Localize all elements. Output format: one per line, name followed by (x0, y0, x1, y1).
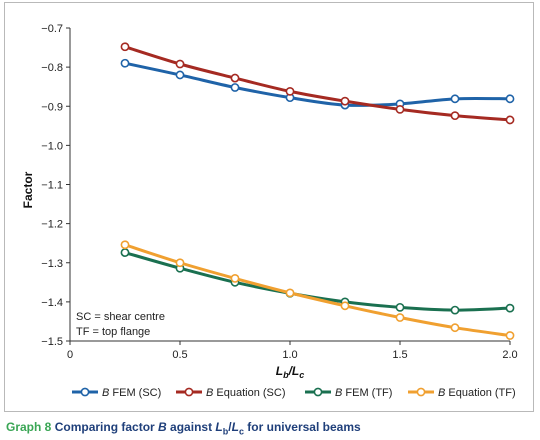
legend-item-4: B Equation (TF) (408, 387, 516, 399)
x-axis-title: Lb/Lc (276, 364, 305, 380)
y-axis-title: Factor (21, 171, 35, 208)
x-tick-label: 2.0 (502, 349, 517, 361)
data-point (120, 42, 130, 52)
legend-item-1: B FEM (SC) (72, 387, 161, 399)
data-point (340, 96, 350, 106)
legend-label-text: FEM (SC) (109, 387, 161, 399)
y-tick-label: −1.3 (41, 258, 63, 270)
caption-lead: Graph 8 (6, 420, 52, 434)
axes: −0.7 −0.8 −0.9 −1.0 −1.1 −1.2 −1.3 −1.4 −1.5 0 0.5… (41, 23, 517, 361)
data-point (120, 58, 130, 68)
x-tick-label: 1.0 (282, 349, 297, 361)
data-point (505, 94, 515, 104)
legend-label-factor: B (206, 387, 213, 399)
data-point (395, 302, 405, 312)
figure-caption: Graph 8 Comparing factor B against Lb/Lc… (6, 420, 536, 436)
caption-text-3: for universal beams (243, 420, 361, 434)
data-point (450, 323, 460, 333)
legend-swatch-marker (184, 387, 194, 397)
annotation-sc: SC = shear centre (76, 311, 165, 323)
legend-label-factor: B (335, 387, 342, 399)
caption-ratio-sep: / (228, 420, 232, 434)
legend-label: B FEM (TF) (335, 387, 392, 399)
legend-label-factor: B (438, 387, 445, 399)
series-line (124, 251, 511, 312)
data-point (285, 86, 295, 96)
caption-factor: B (158, 420, 167, 434)
y-tick-label: −1.1 (41, 180, 63, 192)
x-title-l1: L (276, 364, 283, 378)
data-point (340, 301, 350, 311)
data-point (505, 303, 515, 313)
data-point (505, 115, 515, 125)
y-tick-label: −1.5 (41, 336, 63, 348)
data-point (175, 258, 185, 268)
legend-swatch-marker (416, 387, 426, 397)
y-tick-label: −1.0 (41, 140, 63, 152)
legend-label-text: FEM (TF) (342, 387, 392, 399)
legend-swatch-marker (80, 387, 90, 397)
data-point (450, 305, 460, 315)
series-layer (120, 42, 515, 340)
x-title-sub1: b (283, 370, 289, 380)
legend-label: B FEM (SC) (102, 387, 161, 399)
data-point (285, 288, 295, 298)
data-point (450, 94, 460, 104)
caption-text-1: Comparing factor (51, 420, 159, 434)
series-line (124, 61, 511, 107)
data-point (230, 273, 240, 283)
data-point (395, 313, 405, 322)
annotations: SC = shear centre TF = top flange (76, 311, 165, 338)
x-tick-label: 1.5 (392, 349, 407, 361)
caption-ratio-sub1: b (222, 426, 229, 437)
y-tick-label: −1.4 (41, 297, 63, 309)
x-tick-label: 0.5 (172, 349, 187, 361)
legend-item-2: B Equation (SC) (176, 387, 286, 399)
y-tick-label: −0.7 (41, 23, 63, 35)
legend-item-3: B FEM (TF) (305, 387, 392, 399)
series-4 (120, 240, 515, 340)
caption-ratio-l1: L (215, 420, 223, 434)
data-point (505, 331, 515, 340)
data-point (120, 248, 130, 257)
figure-frame (4, 2, 534, 412)
data-point (175, 59, 185, 69)
legend-label: B Equation (TF) (438, 387, 516, 399)
data-point (450, 111, 460, 121)
x-title-sep: /L (288, 364, 300, 378)
legend-label: B Equation (SC) (206, 387, 286, 399)
x-tick-label: 0 (67, 349, 73, 361)
data-point (230, 83, 240, 92)
data-point (230, 73, 240, 83)
y-tick-label: −1.2 (41, 219, 63, 231)
legend-label-text: Equation (TF) (445, 387, 515, 399)
data-point (175, 70, 185, 80)
caption-ratio-l2: L (231, 420, 239, 434)
series-2 (120, 42, 515, 125)
x-title-sub2: c (299, 370, 304, 380)
legend-label-text: Equation (SC) (213, 387, 285, 399)
series-line (124, 243, 511, 338)
caption-ratio-sub2: c (238, 426, 244, 437)
data-point (395, 104, 405, 114)
line-chart: −0.7 −0.8 −0.9 −1.0 −1.1 −1.2 −1.3 −1.4 −1.5 0 0.5… (21, 23, 518, 399)
caption-text-2: against (166, 420, 216, 434)
legend: B FEM (SC) B Equation (SC) B FEM (TF) B Equ… (72, 387, 516, 399)
annotation-tf: TF = top flange (76, 326, 150, 338)
legend-label-factor: B (102, 387, 109, 399)
legend-swatch-marker (313, 387, 323, 397)
data-point (120, 240, 130, 250)
y-tick-label: −0.9 (41, 101, 63, 113)
y-tick-label: −0.8 (41, 62, 63, 74)
series-line (124, 45, 511, 122)
